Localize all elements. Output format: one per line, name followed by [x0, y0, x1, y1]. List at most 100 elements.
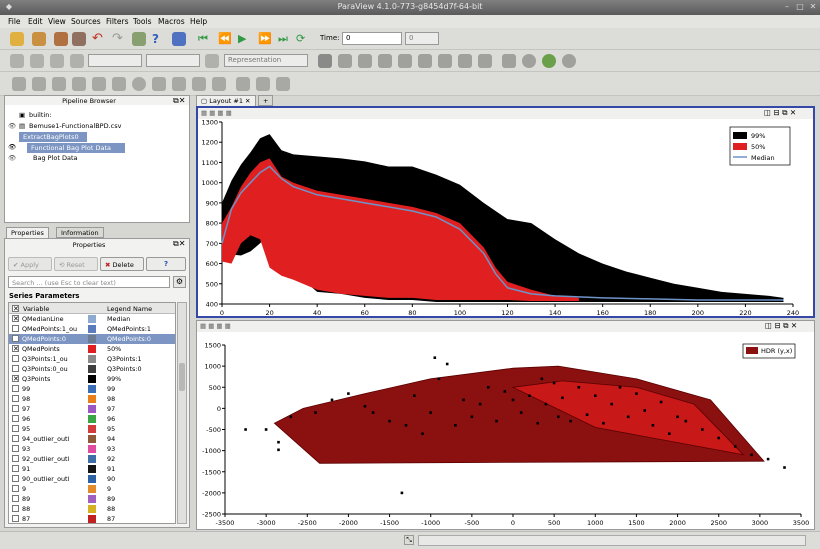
series-visible-checkbox[interactable] [12, 365, 19, 372]
series-legend-name[interactable]: 99% [107, 375, 122, 383]
axis-x-icon[interactable] [338, 54, 352, 68]
series-legend-name[interactable]: 90 [107, 475, 116, 483]
functional-bag-plot-view[interactable]: ▦ ▦ ▦ ▦ ◫ ⊟ ⧉ ✕ 0 20 40 60 80 100 120 140 160 180… [196, 106, 815, 318]
series-legend-name[interactable]: 99 [107, 385, 116, 393]
bag-plot-chart[interactable]: -3500 -3000 -2500 -2000 -1500 -1000 -500 0 500 10… [197, 332, 814, 529]
series-legend-name[interactable]: 50% [107, 345, 122, 353]
series-visible-checkbox[interactable] [12, 415, 19, 422]
series-color-swatch[interactable] [88, 485, 96, 493]
minimize-button[interactable]: – [785, 2, 789, 11]
menu-sources[interactable]: Sources [71, 17, 101, 26]
color-by-icon[interactable] [10, 54, 24, 68]
reset-range-icon[interactable] [30, 54, 44, 68]
load-state-icon[interactable] [54, 32, 68, 46]
series-row[interactable]: Q3Points:0_ou Q3Points:0 [9, 364, 175, 374]
scrollbar-thumb[interactable] [179, 363, 185, 391]
series-row[interactable]: 90_outlier_outl 90 [9, 474, 175, 484]
variable-column-header[interactable]: Variable [23, 305, 50, 313]
search-input[interactable]: Search ... (use Esc to clear text) [8, 276, 170, 288]
eye-icon[interactable]: 👁 [8, 122, 17, 130]
series-color-swatch[interactable] [88, 395, 96, 403]
undo-icon[interactable]: ↶ [92, 31, 103, 46]
menu-tools[interactable]: Tools [133, 17, 152, 26]
series-row[interactable]: Q3Points:1_ou Q3Points:1 [9, 354, 175, 364]
redo-icon[interactable]: ↷ [112, 31, 123, 46]
trace-icon[interactable] [276, 77, 290, 91]
help-icon[interactable]: ? [152, 32, 159, 46]
series-visible-checkbox[interactable] [12, 455, 19, 462]
next-frame-icon[interactable]: ⏩ [258, 32, 272, 45]
menu-file[interactable]: File [8, 17, 21, 26]
view-camera-icons[interactable]: ▦ ▦ ▦ ▦ [201, 109, 232, 117]
series-legend-name[interactable]: 91 [107, 465, 116, 473]
rotate-90-icon[interactable] [458, 54, 472, 68]
series-visible-checkbox[interactable] [12, 465, 19, 472]
series-color-swatch[interactable] [88, 315, 96, 323]
extract-level-icon[interactable] [212, 77, 226, 91]
series-visible-checkbox[interactable] [12, 485, 19, 492]
pipeline-item-functional[interactable]: Functional Bag Plot Data [31, 144, 111, 152]
open-file-icon[interactable] [10, 32, 24, 46]
previous-frame-icon[interactable]: ⏪ [218, 32, 232, 45]
play-icon[interactable]: ▶ [238, 32, 247, 45]
series-row[interactable]: 87 87 [9, 514, 175, 523]
connect-icon[interactable] [132, 32, 146, 46]
series-visible-checkbox[interactable] [12, 445, 19, 452]
save-data-icon[interactable] [32, 32, 46, 46]
series-legend-name[interactable]: QMedPoints:0 [107, 335, 151, 343]
scalar-bar-icon[interactable] [50, 54, 64, 68]
clip-icon[interactable] [52, 77, 66, 91]
series-row[interactable]: ✕ Q3Points 99% [9, 374, 175, 384]
series-visible-checkbox[interactable]: ✕ [12, 345, 19, 353]
contour-icon[interactable] [32, 77, 46, 91]
series-color-swatch[interactable] [88, 495, 96, 503]
menu-macros[interactable]: Macros [158, 17, 185, 26]
series-legend-name[interactable]: 93 [107, 445, 116, 453]
python-shell-icon[interactable] [236, 77, 250, 91]
series-row[interactable]: 93 93 [9, 444, 175, 454]
first-frame-icon[interactable]: ⏮ [198, 32, 208, 45]
loop-icon[interactable]: ⟳ [296, 32, 306, 45]
series-row[interactable]: ✕ QMedianLine Median [9, 314, 175, 324]
save-state-icon[interactable] [72, 32, 86, 46]
pipeline-item-extract-highlight[interactable]: ExtractBagPlots0 [19, 132, 87, 142]
series-color-swatch[interactable] [88, 415, 96, 423]
advanced-gear-icon[interactable]: ⚙ [173, 276, 186, 288]
series-visible-checkbox[interactable] [12, 385, 19, 392]
glyph-icon[interactable] [132, 77, 146, 91]
series-row[interactable]: 97 97 [9, 404, 175, 414]
help-button[interactable]: ? [146, 257, 186, 271]
axis-z-icon[interactable] [378, 54, 392, 68]
stream-tracer-icon[interactable] [152, 77, 166, 91]
series-legend-name[interactable]: Q3Points:1 [107, 355, 142, 363]
select-polygon-icon[interactable] [542, 54, 556, 68]
series-legend-name[interactable]: 98 [107, 395, 116, 403]
menu-view[interactable]: View [48, 17, 66, 26]
series-legend-name[interactable]: QMedPoints:1 [107, 325, 151, 333]
menu-help[interactable]: Help [190, 17, 208, 26]
series-visible-checkbox[interactable]: ✕ [12, 315, 19, 323]
last-frame-icon[interactable]: ⏭ [278, 32, 288, 45]
slice-icon[interactable] [72, 77, 86, 91]
eye-closed-icon[interactable]: 👁 [8, 154, 17, 162]
select-frustum-icon[interactable] [522, 54, 536, 68]
tab-information[interactable]: Information [56, 227, 104, 238]
series-color-swatch[interactable] [88, 455, 96, 463]
series-row[interactable]: 92_outlier_outl 92 [9, 454, 175, 464]
threshold-icon[interactable] [92, 77, 106, 91]
series-color-swatch[interactable] [88, 425, 96, 433]
series-color-swatch[interactable] [88, 445, 96, 453]
select-points-icon[interactable] [502, 54, 516, 68]
close-window-button[interactable]: ✕ [809, 2, 817, 11]
series-row[interactable]: QMedPoints:0 QMedPoints:0 [9, 334, 175, 344]
series-row[interactable]: 98 98 [9, 394, 175, 404]
eye-open-icon[interactable]: 👁 [8, 143, 17, 151]
rotate-neg90-icon[interactable] [478, 54, 492, 68]
series-color-swatch[interactable] [88, 465, 96, 473]
series-legend-name[interactable]: 96 [107, 415, 116, 423]
series-visible-checkbox[interactable] [12, 395, 19, 402]
series-legend-name[interactable]: 92 [107, 455, 116, 463]
series-visible-checkbox[interactable]: ✕ [12, 375, 19, 383]
axis-neg-y-icon[interactable] [418, 54, 432, 68]
